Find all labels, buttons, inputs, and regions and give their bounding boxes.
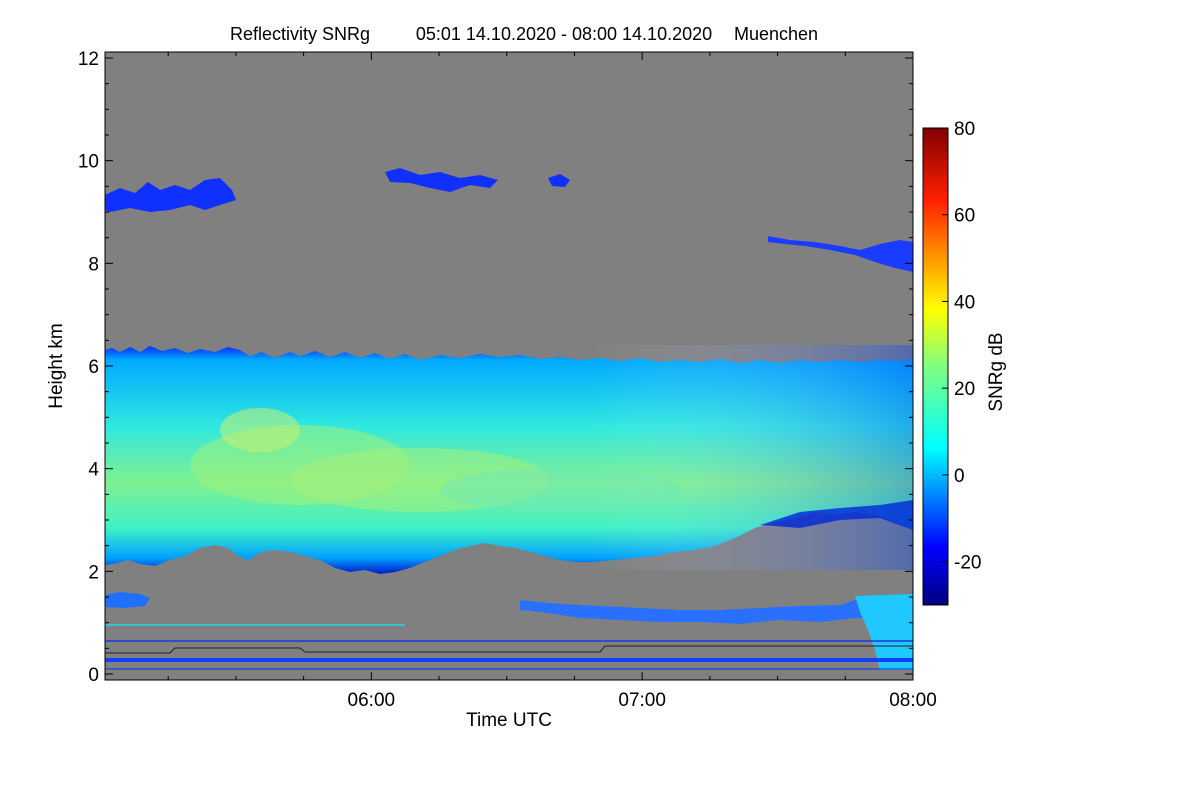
near-ground-clutter [105, 624, 405, 626]
y-tick-label: 4 [88, 460, 99, 481]
y-tick-label: 8 [88, 254, 99, 275]
cirrus-patches-mid [385, 168, 498, 192]
near-ground-clutter [105, 640, 913, 642]
colorbar-tick-label: 60 [954, 206, 975, 227]
colorbar-tick-label: 80 [954, 119, 975, 140]
colorbar-tick-label: 20 [954, 379, 975, 400]
y-tick-label: 12 [78, 49, 99, 70]
near-ground-clutter [105, 668, 913, 670]
colorbar-label: SNRg dB [986, 332, 1007, 411]
cloud-base-dark [760, 500, 913, 530]
cirrus-patches [105, 178, 236, 212]
chart-location: Muenchen [734, 24, 818, 44]
y-tick-label: 2 [88, 562, 99, 583]
x-tick-label: 07:00 [618, 690, 666, 711]
y-tick-label: 0 [88, 665, 99, 686]
near-ground-clutter [105, 658, 913, 662]
precip-fallstreak [855, 594, 913, 670]
ground-line [105, 645, 913, 654]
colorbar-axis: -20 0 20 40 60 80 [942, 119, 981, 574]
chart-time-range: 05:01 14.10.2020 - 08:00 14.10.2020 [416, 24, 712, 44]
colorbar-tick-label: -20 [954, 553, 981, 574]
colorbar-tick-label: 0 [954, 466, 965, 487]
x-axis-label: Time UTC [466, 710, 552, 731]
low-echoes-late [520, 596, 913, 624]
low-echo-left [105, 592, 150, 608]
y-axis-label: Height km [46, 323, 67, 409]
y-tick-label: 6 [88, 357, 99, 378]
chart-title: Reflectivity SNRg [230, 24, 370, 44]
radar-echoes [105, 168, 913, 670]
x-axis: 06:00 07:00 08:00 [167, 52, 937, 711]
colorbar-tick-label: 40 [954, 292, 975, 313]
x-tick-label: 06:00 [348, 690, 396, 711]
cirrus-patches-mid [548, 174, 570, 187]
x-tick-label: 08:00 [889, 690, 937, 711]
y-axis: 0 2 4 6 8 10 12 [78, 49, 913, 686]
high-layer-late [768, 236, 913, 272]
cloud-core [440, 468, 680, 512]
cloud-core [220, 408, 300, 452]
y-tick-label: 10 [78, 152, 99, 173]
colorbar [922, 127, 949, 606]
